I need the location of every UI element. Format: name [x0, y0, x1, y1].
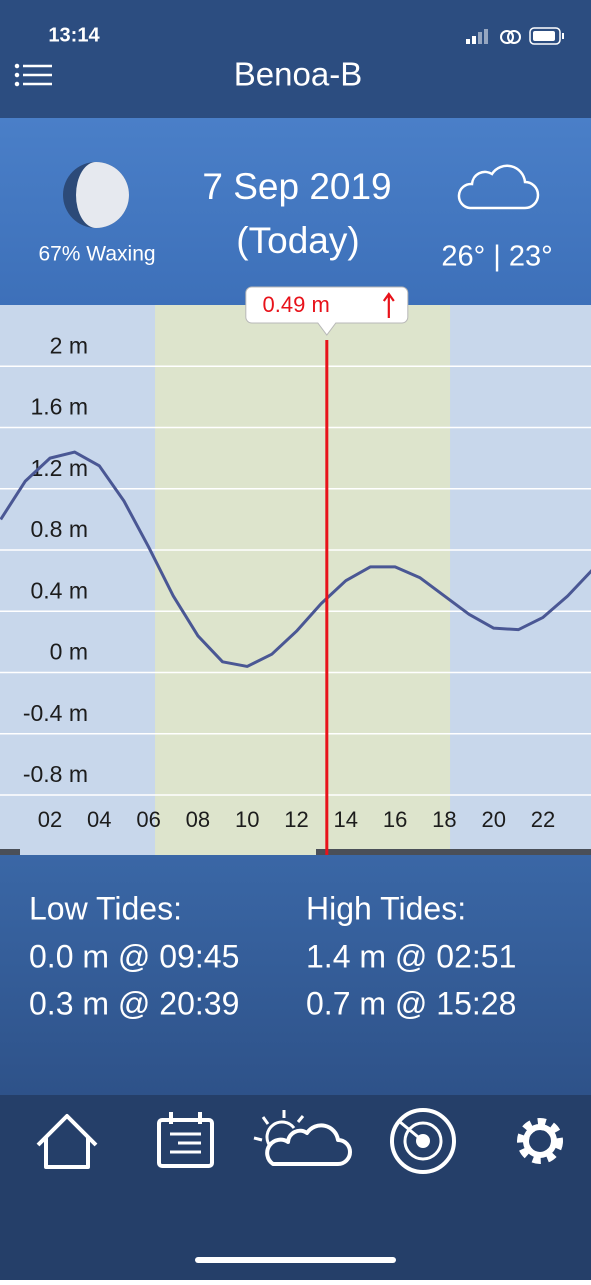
forecast-tab[interactable] [253, 1110, 352, 1166]
high-tide: 0.7 m @ 15:28 [306, 985, 516, 1021]
x-tick-label: 02 [38, 807, 62, 832]
x-tick-label: 20 [481, 807, 505, 832]
x-tick-label: 12 [284, 807, 308, 832]
scroll-indicator [316, 849, 591, 855]
date-note: (Today) [236, 220, 359, 261]
y-tick-label: -0.4 m [23, 700, 88, 726]
moon-phase: 67% Waxing [38, 243, 155, 266]
tides-bg [0, 855, 591, 1095]
y-tick-label: 0.8 m [30, 516, 88, 542]
x-tick-label: 22 [531, 807, 555, 832]
date: 7 Sep 2019 [202, 166, 391, 207]
daylight-band [155, 305, 451, 855]
menu-button[interactable] [14, 63, 52, 87]
x-tick-label: 18 [432, 807, 456, 832]
moon-icon [63, 162, 129, 228]
x-tick-label: 08 [186, 807, 210, 832]
signal-icon [466, 29, 488, 44]
y-tick-label: 0.4 m [30, 577, 88, 603]
scroll-indicator [0, 849, 20, 855]
y-tick-label: 0 m [50, 639, 88, 665]
location-title: Benoa-B [234, 56, 362, 93]
x-tick-label: 14 [334, 807, 358, 832]
tab-bar [0, 1095, 591, 1280]
tide-line [0, 450, 591, 668]
high-tide: 1.4 m @ 02:51 [306, 938, 516, 974]
rising-arrow-icon [382, 292, 395, 318]
plot: 2 m1.6 m1.2 m0.8 m0.4 m0 m-0.4 m-0.8 m02… [0, 305, 591, 855]
header-bg [0, 0, 591, 118]
high-tides-title: High Tides: [306, 890, 466, 926]
x-tick-label: 10 [235, 807, 259, 832]
cloud-icon [457, 164, 540, 210]
x-tick-label: 16 [383, 807, 407, 832]
callout-bubble [245, 286, 409, 336]
y-tick-label: 2 m [50, 332, 88, 358]
temperature: 26° | 23° [441, 241, 552, 273]
y-tick-label: -0.8 m [23, 761, 88, 787]
x-tick-label: 04 [87, 807, 111, 832]
low-tide: 0.3 m @ 20:39 [29, 985, 239, 1021]
radar-tab[interactable] [390, 1108, 456, 1174]
home-tab[interactable] [36, 1114, 98, 1169]
link-icon [500, 30, 521, 44]
current-level: 0.49 m [263, 292, 330, 317]
battery-icon [529, 27, 564, 45]
settings-tab[interactable] [517, 1118, 563, 1164]
calendar-tab[interactable] [157, 1112, 214, 1168]
low-tide: 0.0 m @ 09:45 [29, 938, 239, 974]
clock: 13:14 [48, 24, 100, 46]
home-indicator [195, 1257, 396, 1263]
x-tick-label: 06 [136, 807, 160, 832]
low-tides-title: Low Tides: [29, 890, 182, 926]
current-level-callout: 0.49 m [245, 286, 409, 336]
y-tick-label: 1.6 m [30, 394, 88, 420]
